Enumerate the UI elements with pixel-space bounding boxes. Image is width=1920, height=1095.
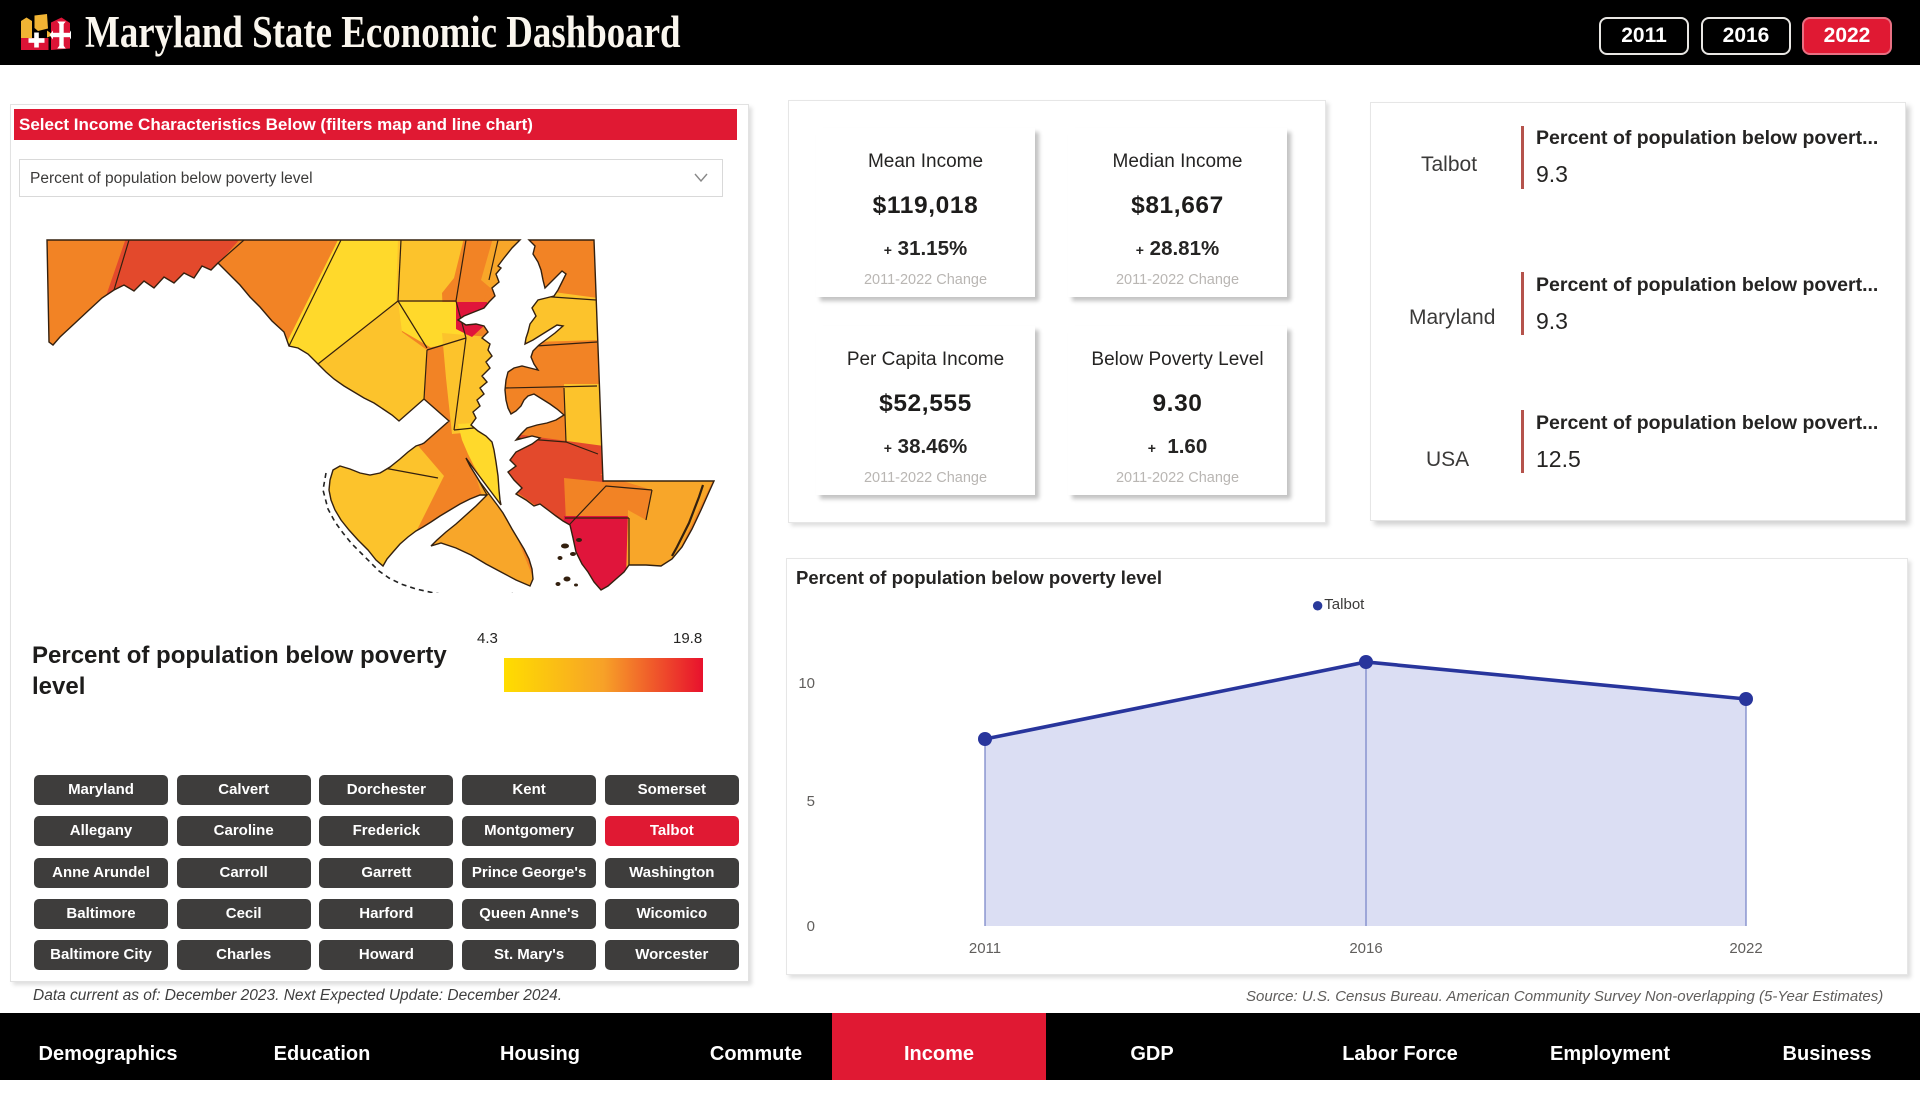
svg-text:2022: 2022 <box>1729 940 1762 957</box>
svg-text:0: 0 <box>807 918 815 935</box>
svg-text:2011: 2011 <box>969 940 1001 957</box>
svg-text:5: 5 <box>807 793 815 810</box>
svg-text:2016: 2016 <box>1349 940 1382 957</box>
svg-text:10: 10 <box>798 675 815 692</box>
